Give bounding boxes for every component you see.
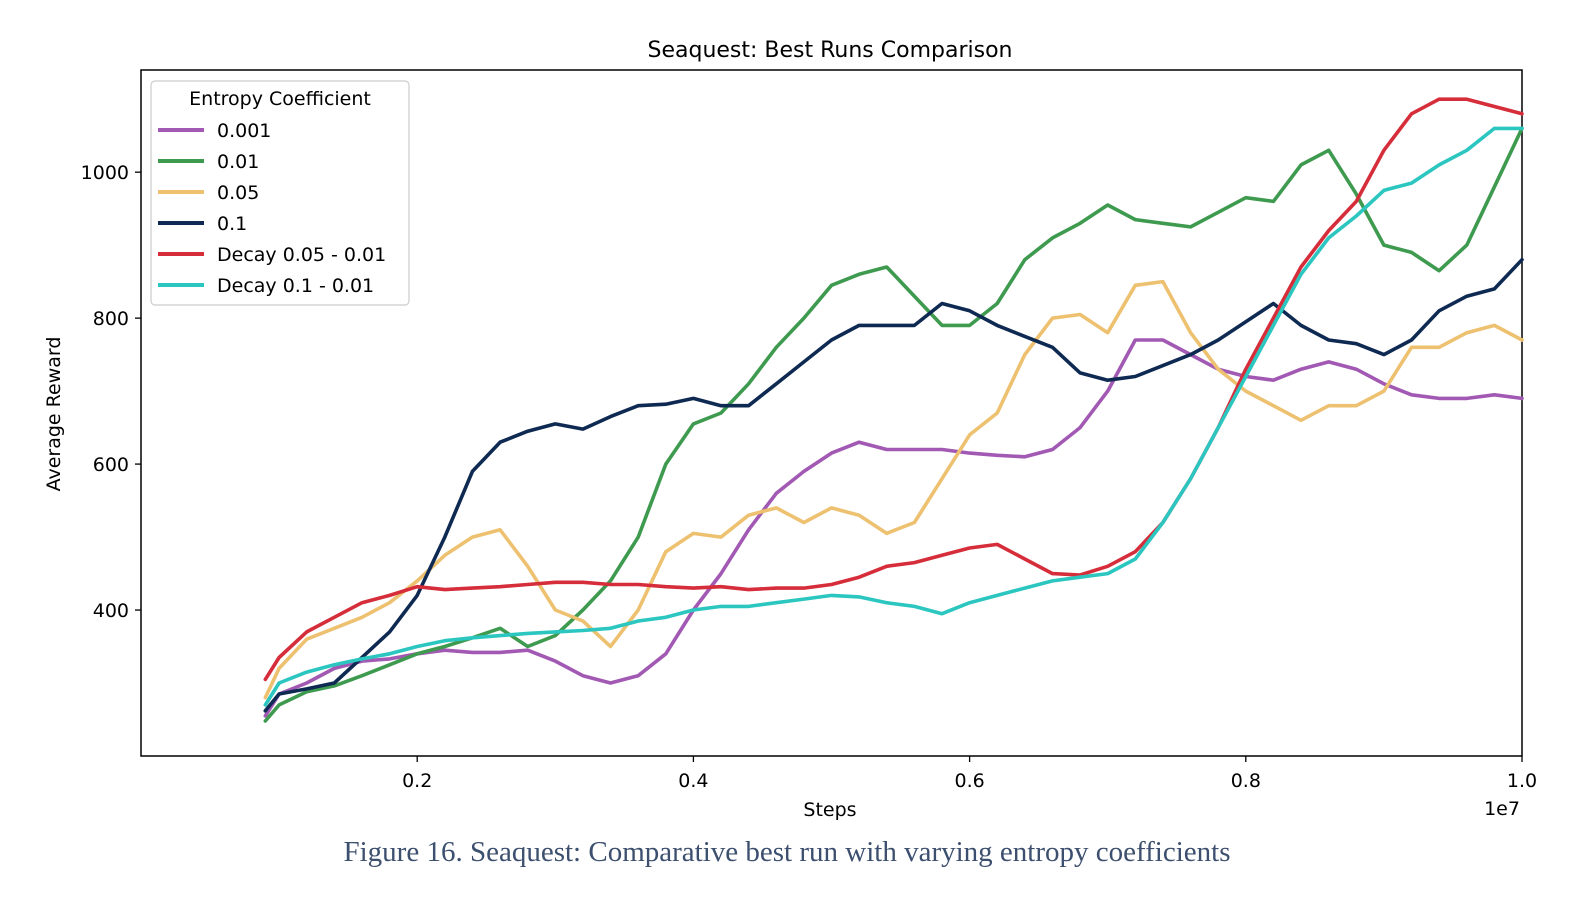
x-tick-label: 0.2 [402,770,432,792]
series-line-5 [263,126,1524,707]
line-chart: Seaquest: Best Runs Comparison 0.2 0.4 0.6… [43,38,1537,821]
legend-label: 0.05 [217,182,259,204]
x-tick-label: 1.0 [1507,770,1537,792]
legend-label: 0.01 [217,151,259,173]
series-line-2 [263,279,1524,700]
legend-label: 0.001 [217,120,271,142]
series-line-0 [263,338,1524,718]
y-tick-label: 1000 [81,162,129,184]
x-axis: 0.2 0.4 0.6 0.8 1.0 [402,756,1537,792]
legend-label: Decay 0.05 - 0.01 [217,244,386,266]
y-axis-label: Average Reward [43,337,65,492]
legend-title: Entropy Coefficient [189,88,371,110]
x-tick-label: 0.4 [678,770,708,792]
legend-label: 0.1 [217,213,247,235]
y-axis: 400 600 800 1000 [81,162,141,622]
chart-title: Seaquest: Best Runs Comparison [648,38,1013,63]
y-tick-label: 800 [93,308,129,330]
x-tick-label: 0.6 [954,770,984,792]
x-axis-label: Steps [803,799,856,821]
series-line-3 [263,257,1524,713]
y-tick-label: 400 [93,600,129,622]
series-line-4 [263,97,1524,682]
plot-area [140,69,1523,757]
x-offset-label: 1e7 [1484,798,1520,820]
legend-label: Decay 0.1 - 0.01 [217,275,374,297]
figure-caption: Figure 16. Seaquest: Comparative best ru… [343,836,1231,868]
series-line-1 [263,126,1524,723]
series-lines [263,97,1524,723]
y-tick-label: 600 [93,454,129,476]
legend: Entropy Coefficient 0.001 0.01 0.05 0.1 Deca… [150,80,410,306]
legend-box [150,80,410,306]
x-tick-label: 0.8 [1231,770,1261,792]
